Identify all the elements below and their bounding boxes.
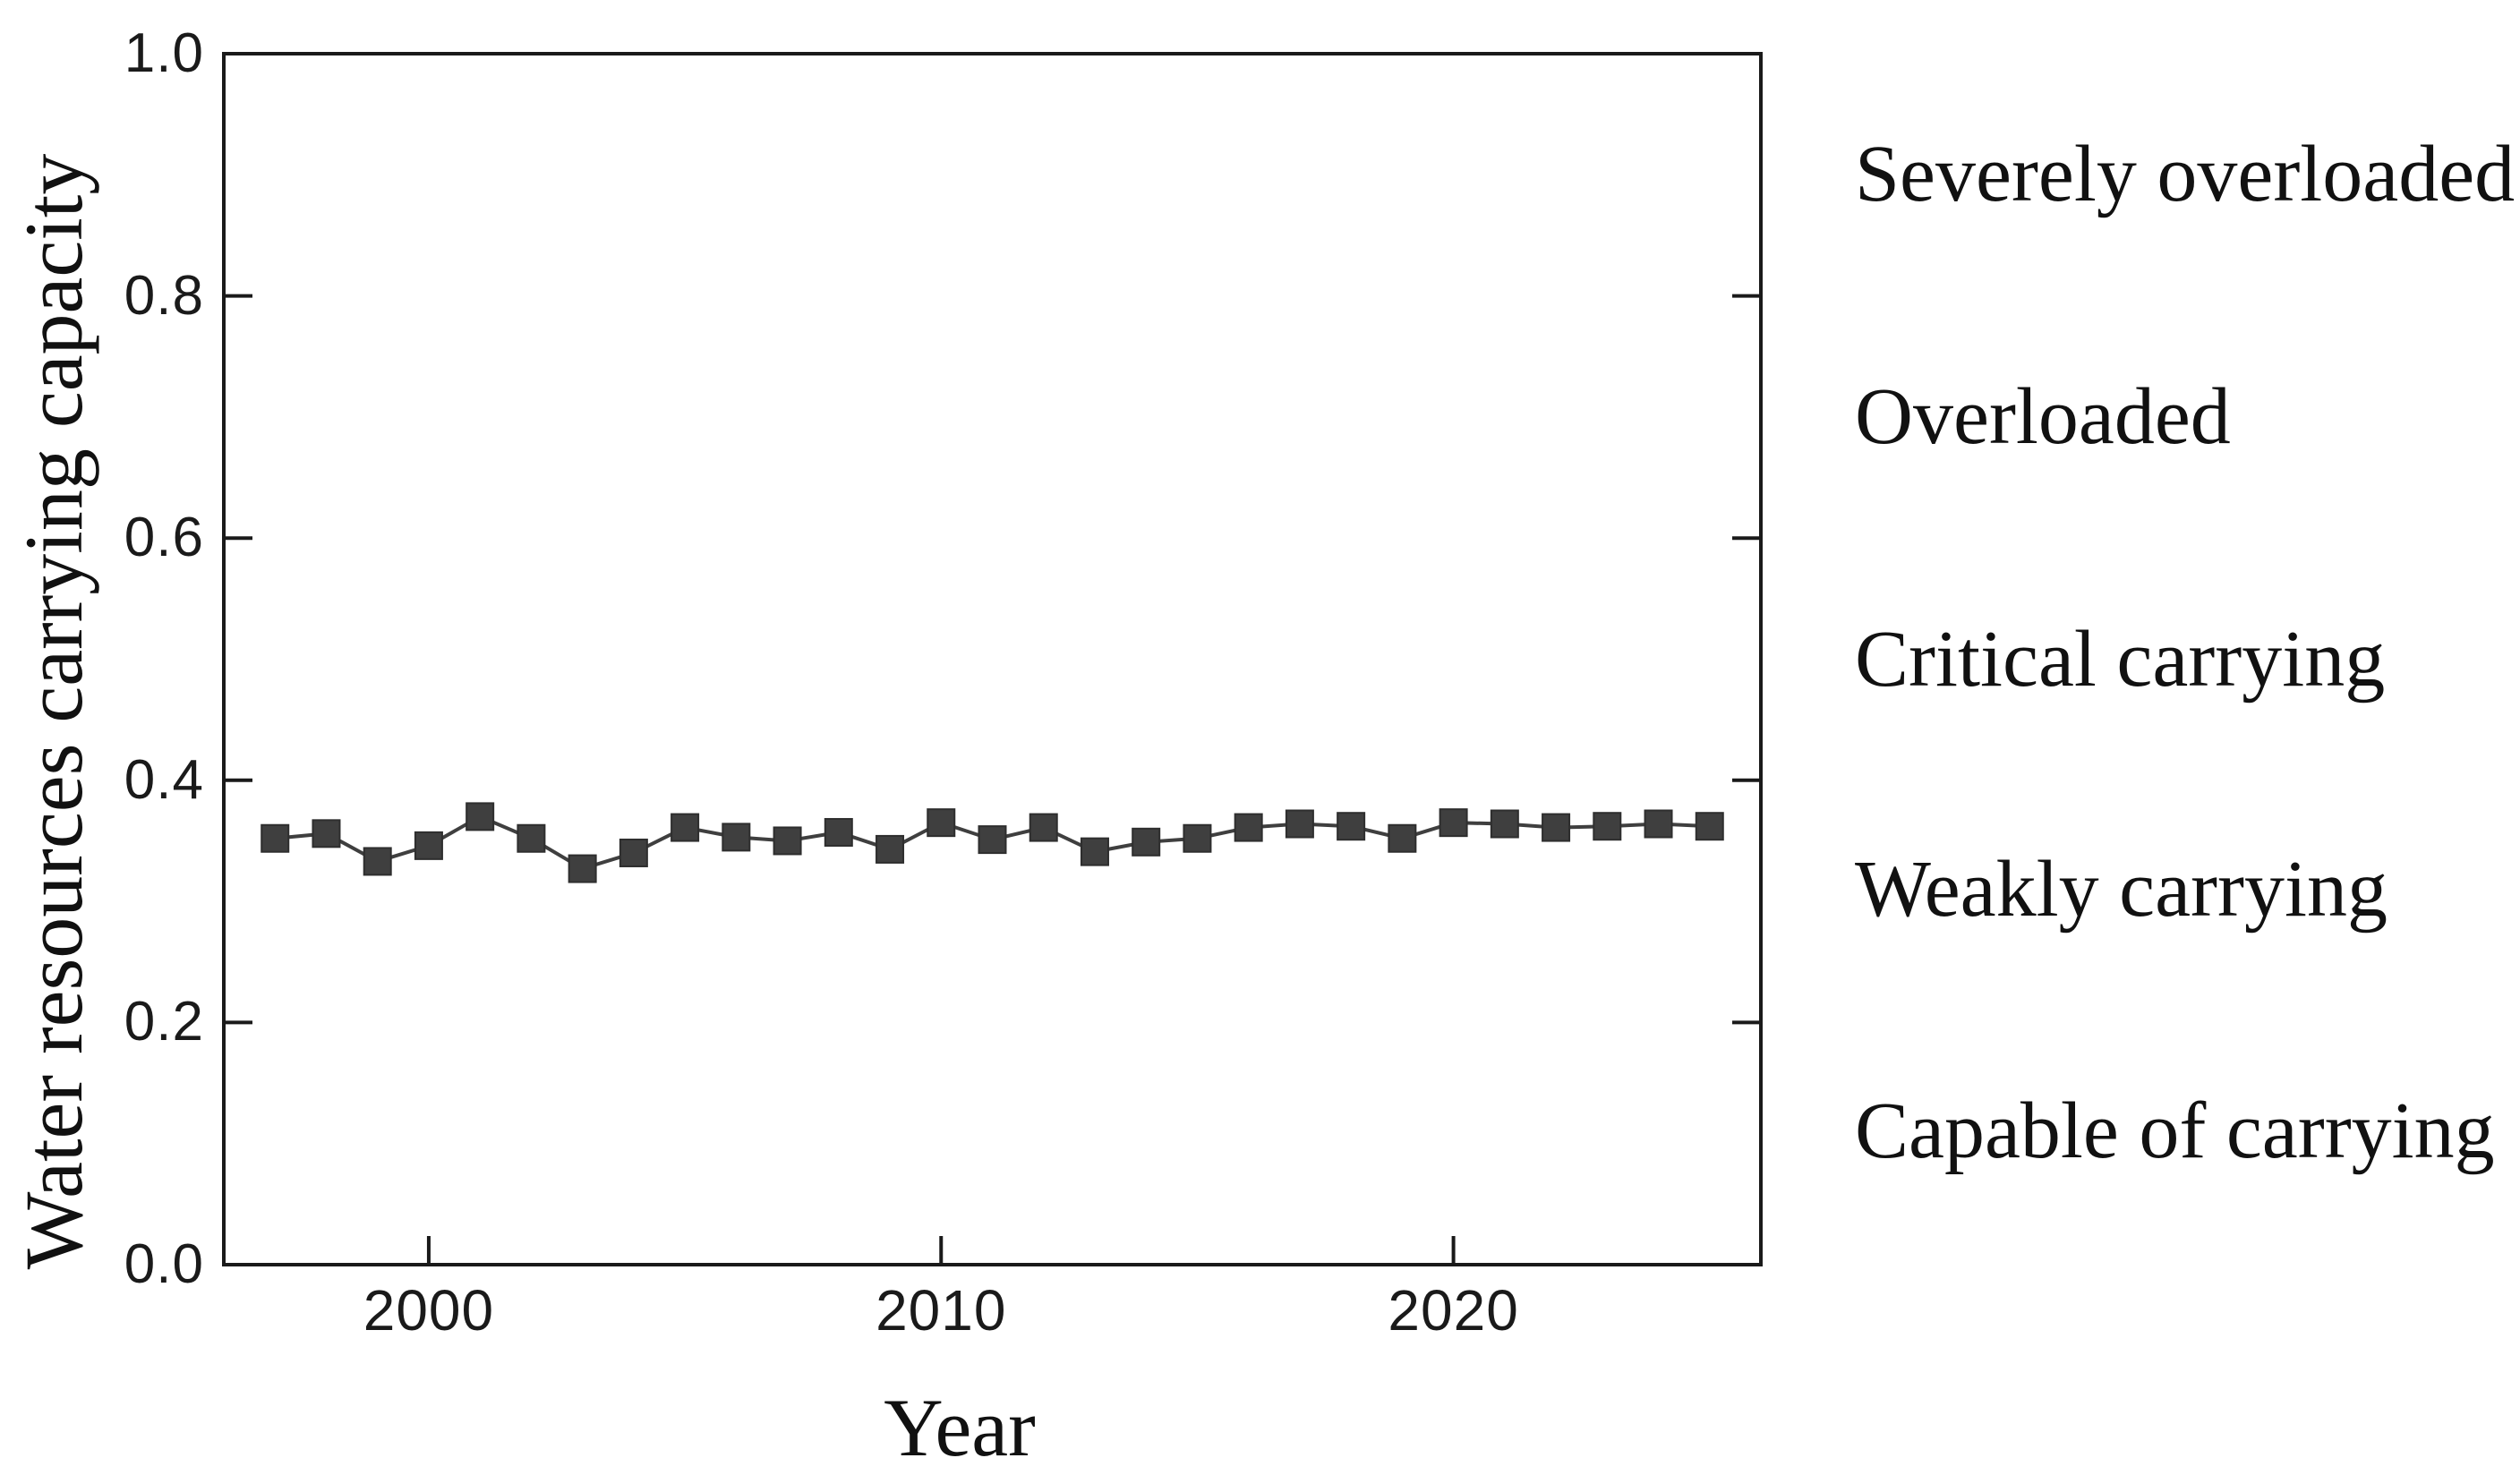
data-point-1997 <box>261 823 290 853</box>
x-tick-label-2020: 2020 <box>1388 1278 1519 1343</box>
data-point-2024 <box>1644 809 1673 839</box>
data-point-2025 <box>1695 812 1724 841</box>
y-tick-label-0.4: 0.4 <box>124 748 204 811</box>
y-tick-label-0.2: 0.2 <box>124 991 204 1053</box>
band-label-severely-overloaded: Severely overloaded <box>1855 130 2516 219</box>
y-tick-label-0.6: 0.6 <box>124 507 204 569</box>
data-point-2003 <box>568 854 597 883</box>
data-point-2010 <box>927 808 956 838</box>
x-axis-title: Year <box>884 1382 1036 1473</box>
x-tick-label-2000: 2000 <box>363 1278 495 1343</box>
data-point-2023 <box>1593 812 1622 841</box>
data-point-2014 <box>1132 827 1161 857</box>
band-label-weakly-carrying: Weakly carrying <box>1855 844 2388 934</box>
data-point-2022 <box>1542 813 1571 842</box>
data-point-2021 <box>1490 809 1519 839</box>
y-tick-label-1.0: 1.0 <box>124 22 204 84</box>
data-point-2000 <box>414 831 443 860</box>
band-label-overloaded: Overloaded <box>1855 371 2231 461</box>
data-point-2005 <box>671 813 700 842</box>
data-point-2002 <box>517 823 546 853</box>
data-point-2018 <box>1337 812 1366 841</box>
data-point-2017 <box>1285 809 1314 839</box>
data-point-2015 <box>1183 823 1212 853</box>
data-point-2009 <box>876 834 905 864</box>
x-tick-label-2010: 2010 <box>876 1278 1007 1343</box>
y-tick-label-0.0: 0.0 <box>124 1233 204 1295</box>
data-point-2013 <box>1080 837 1109 866</box>
data-point-2008 <box>824 817 853 847</box>
data-point-2012 <box>1029 813 1058 842</box>
data-point-2006 <box>722 823 751 852</box>
band-label-critical-carrying: Critical carrying <box>1855 614 2386 703</box>
data-point-1998 <box>312 819 341 848</box>
data-point-2011 <box>978 825 1007 855</box>
axes-box <box>222 52 1763 1266</box>
band-label-capable-of-carrying: Capable of carrying <box>1855 1087 2495 1176</box>
data-point-2019 <box>1388 823 1417 853</box>
data-point-2020 <box>1439 808 1468 838</box>
data-point-2007 <box>773 826 802 856</box>
y-tick-label-0.8: 0.8 <box>124 264 204 327</box>
data-point-2016 <box>1234 813 1263 842</box>
data-point-1999 <box>363 847 392 876</box>
data-point-2004 <box>619 838 648 867</box>
data-point-2001 <box>466 802 495 831</box>
